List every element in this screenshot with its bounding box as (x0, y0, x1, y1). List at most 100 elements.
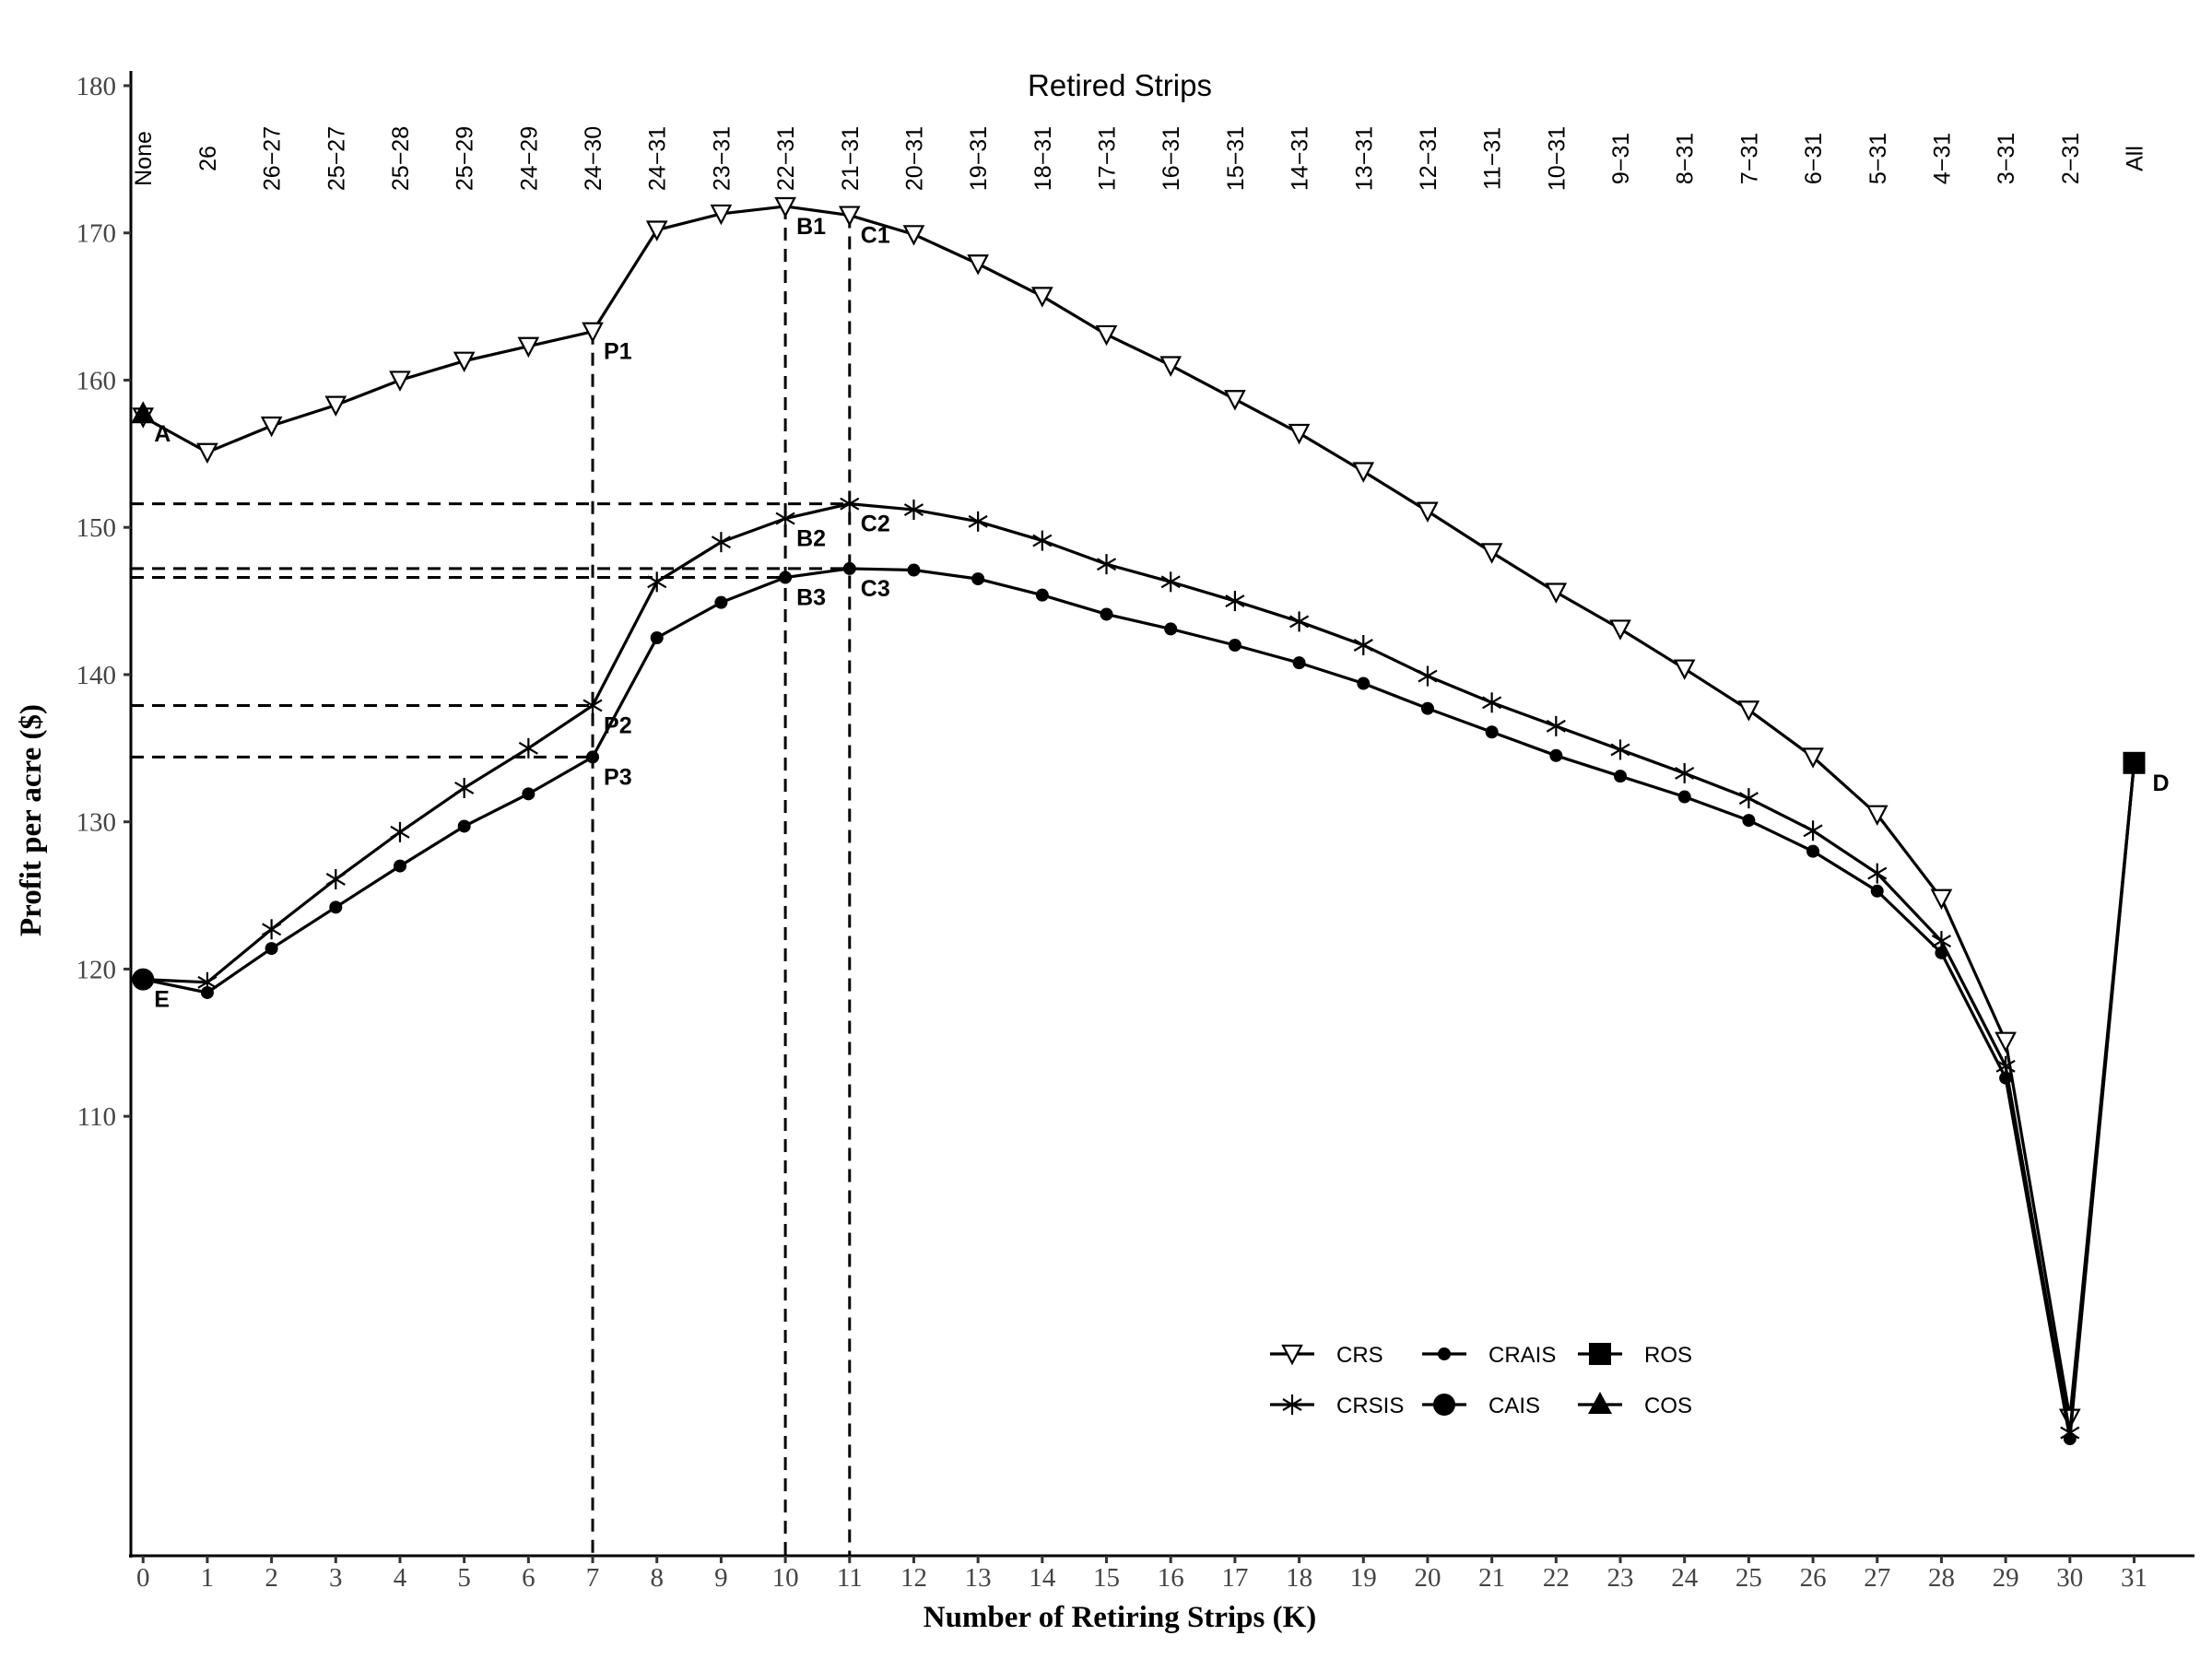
top-label: 6−31 (1801, 133, 1827, 184)
point-crais (1614, 770, 1628, 783)
point-crsis-stroke (968, 514, 988, 528)
x-tick-label: 30 (2056, 1563, 2083, 1593)
x-tick-label: 10 (772, 1563, 799, 1593)
point-crsis (1353, 634, 1373, 655)
point-crsis (390, 821, 410, 842)
top-label: 2−31 (2058, 133, 2084, 184)
point-crais (1549, 748, 1563, 762)
y-tick-label: 170 (76, 219, 117, 249)
x-tick-label: 27 (1864, 1563, 1890, 1593)
top-label: 21−31 (838, 126, 864, 191)
legend-label: ROS (1644, 1343, 1692, 1368)
point-crais (1420, 701, 1434, 715)
point-crsis-stroke (390, 825, 410, 839)
point-crsis (1418, 665, 1438, 687)
point-crsis-stroke (1482, 696, 1502, 710)
point-crais (1806, 844, 1820, 858)
point-crsis (1096, 554, 1117, 575)
point-crsis-stroke (1418, 669, 1438, 683)
top-label: 22−31 (773, 126, 799, 191)
annotation-b2: B2 (796, 526, 826, 552)
x-tick-label: 6 (522, 1563, 535, 1593)
legend-label: CAIS (1488, 1394, 1540, 1418)
point-crsis (711, 532, 731, 553)
point-crsis (262, 919, 282, 940)
point-crais (393, 859, 406, 873)
top-label: 26 (195, 146, 221, 171)
series-crais (136, 561, 2141, 1446)
point-crsis-stroke (1160, 575, 1181, 589)
x-tick-label: 23 (1607, 1563, 1634, 1593)
point-crs (774, 196, 796, 218)
x-tick-label: 1 (201, 1563, 215, 1593)
point-crais (265, 942, 278, 956)
point-crs (517, 336, 540, 359)
point-crsis-stroke (1867, 866, 1888, 880)
point-crsis (903, 500, 924, 521)
top-label: 25−27 (324, 126, 349, 191)
point-crsis (1675, 762, 1695, 783)
point-crsis (1482, 692, 1502, 713)
reference-lines (131, 206, 852, 1556)
point-crais (779, 571, 793, 584)
point-crais (1357, 677, 1371, 690)
point-crais (907, 563, 921, 577)
point-crsis-stroke (1931, 935, 1952, 948)
top-label: 10−31 (1544, 126, 1570, 191)
point-crs (1545, 582, 1568, 604)
x-tick-label: 24 (1671, 1563, 1699, 1593)
point-crsis (325, 868, 346, 889)
point-crais (1035, 588, 1049, 602)
legend-label: COS (1644, 1394, 1692, 1418)
y-tick-label: 130 (76, 808, 117, 838)
point-crsis-stroke (1096, 558, 1117, 571)
x-tick-label: 12 (900, 1563, 927, 1593)
top-label: 16−31 (1159, 126, 1184, 191)
point-crsis (1610, 739, 1630, 760)
top-label: 7−31 (1736, 133, 1762, 184)
point-crais (586, 750, 600, 764)
point-crais (1485, 725, 1499, 739)
point-crs (710, 204, 733, 226)
annotation-b1: B1 (796, 214, 826, 240)
x-tick-label: 25 (1735, 1563, 1762, 1593)
point-crsis-stroke (647, 575, 667, 589)
legend-marker-ros (1589, 1343, 1611, 1365)
point-crs (1609, 619, 1631, 641)
legend-item-cos: COS (1578, 1392, 1692, 1418)
point-crais (1999, 1071, 2013, 1085)
point-crsis (1289, 611, 1310, 632)
top-labels: None 26 26−27 25−27 25−28 25−29 24−29 24−30 24−3… (131, 126, 2147, 191)
top-label: 19−31 (966, 126, 992, 191)
point-crs (389, 371, 411, 392)
x-tick-label: 29 (1993, 1563, 2019, 1593)
top-label: 24−29 (516, 126, 542, 191)
point-crais (1100, 607, 1113, 621)
point-crais (457, 819, 471, 833)
point-crs (967, 254, 989, 276)
point-crsis-stroke (840, 497, 860, 511)
x-tick-label: 20 (1414, 1563, 1441, 1593)
point-crs (1673, 659, 1696, 680)
point-crs (582, 322, 604, 344)
point-crais (329, 900, 343, 914)
x-axis-title: Number of Retiring Strips (K) (924, 1601, 1317, 1634)
legend-marker-crs (1281, 1344, 1303, 1366)
legend-marker-crsis (1282, 1394, 1302, 1415)
legend-label: CRS (1336, 1343, 1383, 1368)
x-tick-label: 19 (1350, 1563, 1377, 1593)
line-crs (142, 205, 2136, 1418)
point-crais (522, 787, 535, 801)
legend-label: CRAIS (1488, 1343, 1556, 1368)
annotation-p2: P2 (604, 712, 632, 738)
point-crais (1164, 622, 1178, 636)
point-crais (650, 631, 664, 645)
point-crsis (1032, 530, 1053, 551)
top-label: 20−31 (901, 126, 927, 191)
point-crsis-stroke (1738, 792, 1759, 806)
point-crs (902, 225, 925, 246)
line-crsis (143, 502, 2136, 1433)
legend-item-cais: CAIS (1422, 1394, 1540, 1418)
annotation-e: E (154, 987, 170, 1013)
annotation-p3: P3 (604, 764, 632, 790)
